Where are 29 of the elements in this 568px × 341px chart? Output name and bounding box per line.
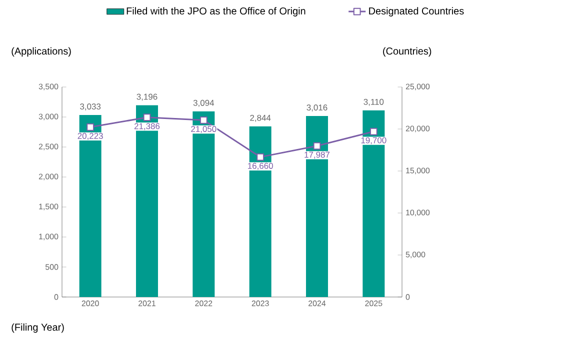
data-label: 19,700 [361,137,386,144]
bar [249,126,272,297]
data-label: 3,094 [193,100,214,107]
bar [362,110,385,297]
data-label: 17,987 [304,152,330,159]
x-axis-title: (Filing Year) [12,323,64,333]
bar [79,115,102,297]
data-label: 3,110 [364,98,384,106]
data-label: 3,033 [80,104,101,110]
data-label: 20,223 [78,132,103,140]
data-label: 2,844 [250,114,271,122]
data-label: 21,050 [191,126,216,133]
data-label: 3,196 [136,94,158,101]
data-label: 16,660 [248,162,273,170]
data-label: 3,016 [306,104,328,112]
point [256,153,264,161]
point [86,123,94,131]
legend-label: Filed with the JPO as the Office of Origin [126,7,306,16]
legend-label: Designated Countries [369,7,464,16]
point [143,114,151,122]
y-axis-title: (Applications) [12,47,71,57]
point [370,128,378,136]
bar [192,111,215,297]
y2-axis-title: (Countries) [383,47,432,57]
bar [306,116,328,297]
point [200,116,208,124]
bar [136,105,158,297]
data-label: 21,386 [134,123,160,130]
point [313,142,321,150]
